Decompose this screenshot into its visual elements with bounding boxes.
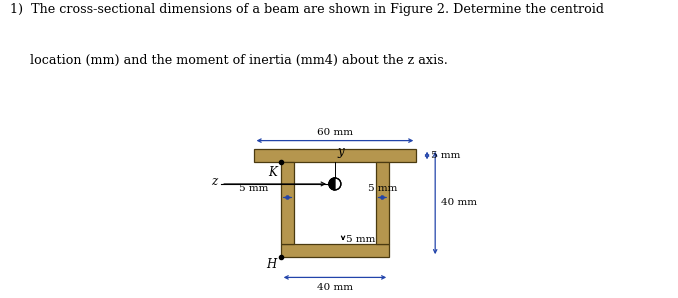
Text: 40 mm: 40 mm bbox=[317, 283, 353, 292]
Text: H: H bbox=[266, 258, 277, 271]
Text: 40 mm: 40 mm bbox=[441, 198, 477, 207]
Polygon shape bbox=[329, 178, 335, 190]
Text: location (mm) and the moment of inertia (mm4) about the z axis.: location (mm) and the moment of inertia … bbox=[10, 54, 448, 67]
Bar bbox=[376, 162, 389, 243]
Text: 5 mm: 5 mm bbox=[346, 235, 375, 244]
Text: 5 mm: 5 mm bbox=[431, 151, 460, 160]
Text: K: K bbox=[268, 166, 277, 179]
Bar bbox=[254, 149, 416, 162]
Text: z: z bbox=[211, 175, 217, 188]
Text: 60 mm: 60 mm bbox=[317, 128, 353, 136]
Text: y: y bbox=[338, 145, 344, 158]
Text: 5 mm: 5 mm bbox=[239, 184, 268, 193]
Bar bbox=[281, 162, 294, 243]
Circle shape bbox=[329, 178, 341, 190]
Text: 5 mm: 5 mm bbox=[367, 184, 397, 193]
Text: 1)  The cross-sectional dimensions of a beam are shown in Figure 2. Determine th: 1) The cross-sectional dimensions of a b… bbox=[10, 3, 604, 16]
Bar bbox=[281, 243, 389, 257]
